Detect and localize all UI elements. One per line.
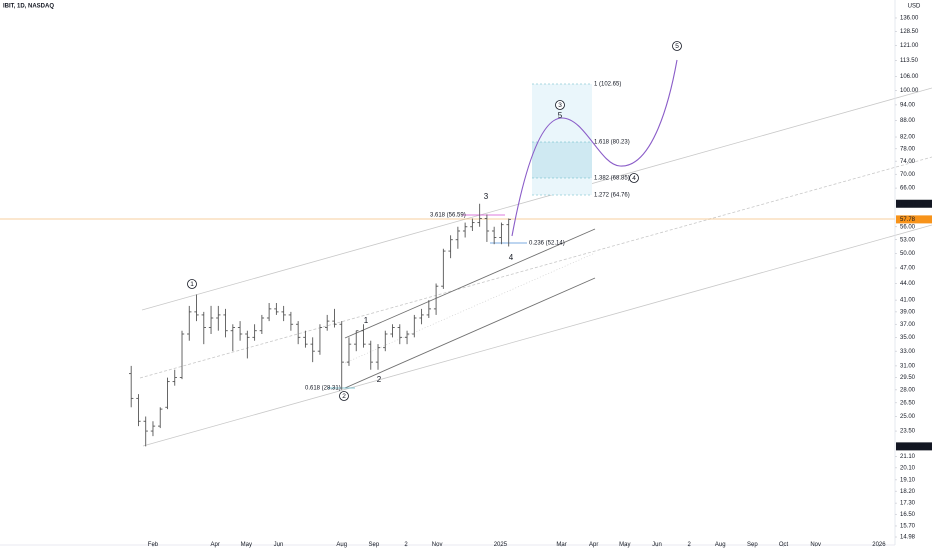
high-marker-label: High — [898, 201, 910, 207]
y-tick-label: 23.50 — [900, 429, 916, 435]
y-tick-label: 53.00 — [900, 237, 916, 243]
y-tick-label: 56.00 — [900, 224, 916, 230]
y-tick-label: 44.00 — [900, 281, 916, 287]
x-tick-label: Jun — [274, 542, 284, 548]
projection-curve — [511, 59, 678, 237]
y-tick-label: 113.50 — [900, 58, 919, 64]
fib-label: 3.618 (56.59) — [430, 213, 466, 219]
y-tick-label: 136.00 — [900, 16, 919, 22]
y-tick-label: 82.00 — [900, 135, 916, 141]
fib-zone-core — [532, 142, 592, 178]
y-tick-label: 94.00 — [900, 102, 916, 108]
wave-label: 4 — [632, 175, 636, 182]
y-tick-label: 121.00 — [900, 43, 919, 49]
y-tick-label: 74.00 — [900, 159, 916, 165]
wave-label: 2 — [342, 393, 346, 400]
x-tick-label: Nov — [432, 542, 443, 548]
y-tick-label: 31.00 — [900, 363, 916, 369]
y-tick-label: 29.50 — [900, 375, 916, 381]
y-tick-label: 78.00 — [900, 146, 916, 152]
y-tick-label: 39.00 — [900, 309, 916, 315]
y-tick-label: 26.50 — [900, 400, 916, 406]
y-tick-label: 18.20 — [900, 489, 916, 495]
channel-mid-line — [139, 156, 932, 379]
y-tick-label: 33.00 — [900, 349, 916, 355]
subwave-label: 4 — [509, 253, 514, 262]
x-tick-label: Feb — [148, 542, 159, 548]
fib-label: 1.618 (80.23) — [594, 140, 630, 146]
x-tick-label: Apr — [589, 542, 598, 548]
x-tick-label: Nov — [810, 542, 821, 548]
y-tick-label: 21.10 — [900, 454, 916, 460]
wave-label: 5 — [675, 43, 679, 50]
x-tick-label: Sep — [747, 542, 758, 548]
x-tick-label: Apr — [211, 542, 220, 548]
wave-circle — [555, 100, 565, 110]
y-tick-label: 50.00 — [900, 251, 916, 257]
x-tick-label: Jun — [652, 542, 662, 548]
wave-circle — [339, 391, 349, 401]
high-marker-box — [896, 199, 932, 208]
y-tick-label: 25.00 — [900, 414, 916, 420]
wave-circle — [629, 173, 639, 183]
x-tick-label: Mar — [556, 542, 566, 548]
y-tick-label: 66.00 — [900, 186, 916, 192]
y-tick-label: 17.30 — [900, 501, 916, 507]
y-tick-label: 16.50 — [900, 512, 916, 518]
fib-label: 1 (102.65) — [594, 82, 621, 88]
wave-circle — [187, 279, 197, 289]
fib-label: 0.236 (52.14) — [529, 241, 565, 247]
x-tick-label: Oct — [779, 542, 789, 548]
subwave-label: 3 — [484, 192, 489, 201]
y-tick-label: 100.00 — [900, 88, 919, 94]
y-tick-label: 15.70 — [900, 524, 916, 530]
trend-line — [344, 228, 596, 339]
last-price-label: 57.78 — [900, 217, 916, 223]
y-tick-label: 28.00 — [900, 387, 916, 393]
x-tick-label: 2 — [404, 542, 408, 548]
y-tick-label: 20.10 — [900, 465, 916, 471]
channel-line — [142, 224, 932, 447]
x-tick-label: 2 — [687, 542, 691, 548]
x-tick-label: May — [619, 542, 630, 548]
subwave-label: 5 — [558, 111, 563, 120]
low-marker-value: 22.02 — [910, 444, 926, 450]
y-tick-label: 47.00 — [900, 266, 916, 272]
drawings — [0, 59, 932, 447]
y-tick-label: 88.00 — [900, 118, 916, 124]
x-tick-label: 2025 — [494, 542, 508, 548]
y-tick-label: 41.00 — [900, 298, 916, 304]
y-tick-label: 106.00 — [900, 74, 919, 80]
subwave-label: 2 — [377, 375, 382, 384]
wave-label: 1 — [190, 281, 194, 288]
last-price-box — [896, 215, 932, 224]
y-tick-label: 70.00 — [900, 172, 916, 178]
axis-unit: USD — [908, 4, 921, 10]
y-tick-label: 128.50 — [900, 29, 919, 35]
low-marker-box — [896, 442, 932, 451]
subwave-label: 1 — [364, 316, 369, 325]
x-tick-label: 2026 — [872, 542, 886, 548]
trend-line — [344, 277, 596, 389]
x-tick-label: Aug — [715, 542, 726, 548]
low-marker-label: Low — [898, 444, 910, 450]
fib-label: 0.618 (28.31) — [305, 386, 341, 392]
x-tick-label: May — [241, 542, 252, 548]
y-tick-label: 37.00 — [900, 322, 916, 328]
y-tick-label: 19.10 — [900, 477, 916, 483]
fib-label: 1.382 (68.85) — [594, 176, 630, 182]
high-marker-value: 61.75 — [910, 201, 926, 207]
channel-line — [141, 87, 932, 311]
symbol-title: IBIT, 1D, NASDAQ — [3, 4, 54, 10]
wave-circle — [672, 41, 682, 51]
y-tick-label: 35.00 — [900, 335, 916, 341]
wave-label: 3 — [558, 102, 562, 109]
trend-mid-line — [344, 252, 596, 364]
x-tick-label: Sep — [369, 542, 380, 548]
x-tick-label: Aug — [336, 542, 347, 548]
y-tick-label: 14.98 — [900, 535, 916, 541]
fib-label: 1.272 (64.76) — [594, 193, 630, 199]
